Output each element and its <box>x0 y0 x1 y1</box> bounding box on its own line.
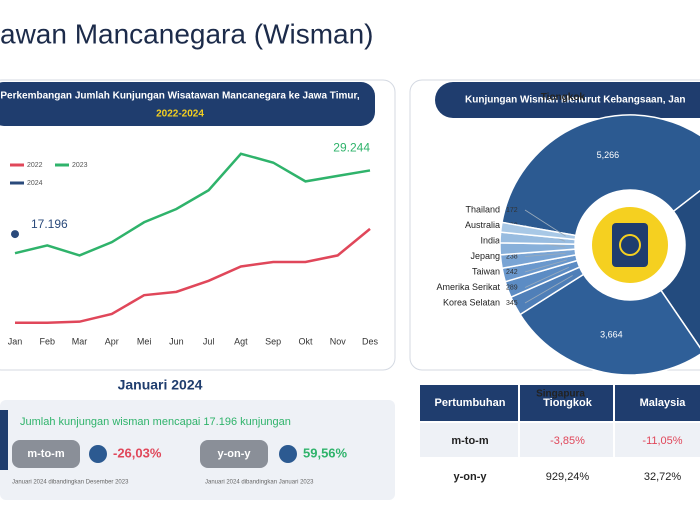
donut-segment <box>519 273 700 376</box>
table-header: Tiongkok <box>543 397 593 409</box>
table-cell: 32,72% <box>644 471 682 483</box>
x-tick-label: Sep <box>265 336 281 346</box>
table-cell-bg <box>520 423 613 457</box>
mtm-value: -26,03% <box>113 445 162 460</box>
x-tick-label: Jun <box>169 336 184 346</box>
leader-line <box>524 209 566 237</box>
passport-icon <box>612 223 648 267</box>
donut-panel-header <box>435 82 700 118</box>
summary-accent <box>0 410 8 470</box>
yoy-note: Januari 2024 dibandingkan Januari 2023 <box>205 480 314 486</box>
summary-text: Jumlah kunjungan wisman mencapai 17.196 … <box>20 416 291 428</box>
category-label: Jepang <box>470 251 500 261</box>
leader-line <box>524 259 567 273</box>
category-label: Thailand <box>465 204 500 214</box>
value-label: 5,266 <box>597 150 620 160</box>
legend-label: 2024 <box>27 180 43 187</box>
x-tick-label: Jan <box>8 336 23 346</box>
table-header: Pertumbuhan <box>435 397 506 409</box>
category-label: Taiwan <box>472 266 500 276</box>
value-label: 289 <box>506 284 518 291</box>
donut-chart-title: Kunjungan Wisman Menurut Kebangsaan, Jan <box>465 95 686 106</box>
donut-segment <box>659 189 700 349</box>
x-tick-label: Mei <box>137 336 152 346</box>
yoy-badge <box>200 440 268 468</box>
table-cell-bg <box>615 459 700 493</box>
donut-segment <box>501 114 700 237</box>
leader-line <box>524 252 566 257</box>
value-label: 238 <box>506 253 518 260</box>
table-cell: m-to-m <box>451 435 488 447</box>
table-header-cell <box>615 385 700 421</box>
summary-box <box>0 400 395 500</box>
line-chart-title: Perkembangan Jumlah Kunjungan Wisatawan … <box>0 91 360 102</box>
mtm-note: Januari 2024 dibandingkan Desember 2023 <box>12 480 129 486</box>
category-label: Amerika Serikat <box>436 282 500 292</box>
value-label: 172 <box>506 207 518 214</box>
summary-heading: Januari 2024 <box>118 377 203 393</box>
line-panel-header <box>0 82 375 126</box>
x-tick-label: Nov <box>330 336 347 346</box>
globe-icon <box>619 234 641 256</box>
value-label: 29.244 <box>333 141 370 155</box>
x-tick-label: Des <box>362 336 379 346</box>
category-label: Singapura <box>536 388 585 399</box>
x-tick-label: Feb <box>40 336 56 346</box>
table-cell: -3,85% <box>550 435 585 447</box>
table-cell: y-on-y <box>454 471 488 483</box>
yoy-value: 59,56% <box>303 445 348 460</box>
value-label: 345 <box>506 300 518 307</box>
table-cell: -11,05% <box>642 435 682 447</box>
table-header-cell <box>420 385 518 421</box>
leader-line <box>524 266 570 288</box>
legend-label: 2023 <box>72 162 88 169</box>
x-tick-label: Jul <box>203 336 215 346</box>
table-cell-bg <box>420 423 518 457</box>
legend-label: 2022 <box>27 162 43 169</box>
point <box>11 230 19 239</box>
category-label: India <box>480 235 500 245</box>
table-header: Malaysia <box>640 397 687 409</box>
up-icon <box>279 445 297 463</box>
page-title: awan Mancanegara (Wisman) <box>0 18 374 49</box>
yoy-label: y-on-y <box>218 448 252 460</box>
table-cell-bg <box>420 459 518 493</box>
line-series <box>14 152 371 257</box>
mtm-badge <box>12 440 80 468</box>
value-label: 242 <box>506 269 518 276</box>
line-series <box>15 227 371 325</box>
category-label: Tiongkok <box>541 92 586 103</box>
x-tick-label: Agt <box>234 336 248 346</box>
line-panel <box>0 79 396 371</box>
value-label: 3,664 <box>600 329 623 339</box>
x-tick-label: Okt <box>298 336 313 346</box>
donut-segment <box>499 221 577 241</box>
x-tick-label: Apr <box>105 336 119 346</box>
table-header-cell <box>520 385 613 421</box>
table-cell-bg <box>520 459 613 493</box>
category-label: Korea Selatan <box>443 297 500 307</box>
table-cell: 929,24% <box>546 471 590 483</box>
table-cell-bg <box>615 423 700 457</box>
category-label: Australia <box>465 220 500 230</box>
line-chart-subtitle: 2022-2024 <box>156 109 204 120</box>
value-label: 17.196 <box>31 217 68 231</box>
x-tick-label: Mar <box>72 336 88 346</box>
growth-table: Pertumbuhan Tiongkok Malaysia m-to-m -3,85% -… <box>420 385 700 493</box>
mtm-label: m-to-m <box>27 448 64 460</box>
leader-line <box>524 275 573 304</box>
down-icon <box>89 445 107 463</box>
